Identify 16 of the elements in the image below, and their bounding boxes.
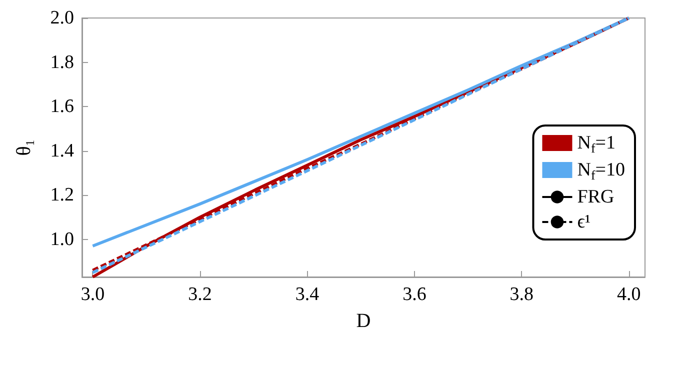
y-tick-label: 1.0 [50, 228, 74, 250]
x-tick-label: 3.8 [510, 284, 534, 305]
y-tick-label: 1.4 [50, 140, 74, 162]
legend-label: FRG [577, 186, 614, 208]
x-tick-label: 4.0 [617, 284, 641, 305]
x-tick-label: 3.6 [402, 284, 426, 305]
x-tick-label: 3.0 [80, 284, 105, 305]
x-tick-label: 3.4 [295, 284, 320, 305]
y-tick-label: 1.2 [50, 184, 74, 206]
x-tick-label: 3.2 [188, 284, 212, 305]
legend-label: ϵ¹ [577, 212, 591, 232]
x-axis-title: D [356, 310, 371, 332]
y-tick-label: 1.6 [50, 96, 74, 118]
y-axis-title: θ₁ [13, 139, 35, 156]
y-tick-label: 1.8 [50, 52, 74, 73]
y-tick-label: 2.0 [50, 8, 74, 28]
